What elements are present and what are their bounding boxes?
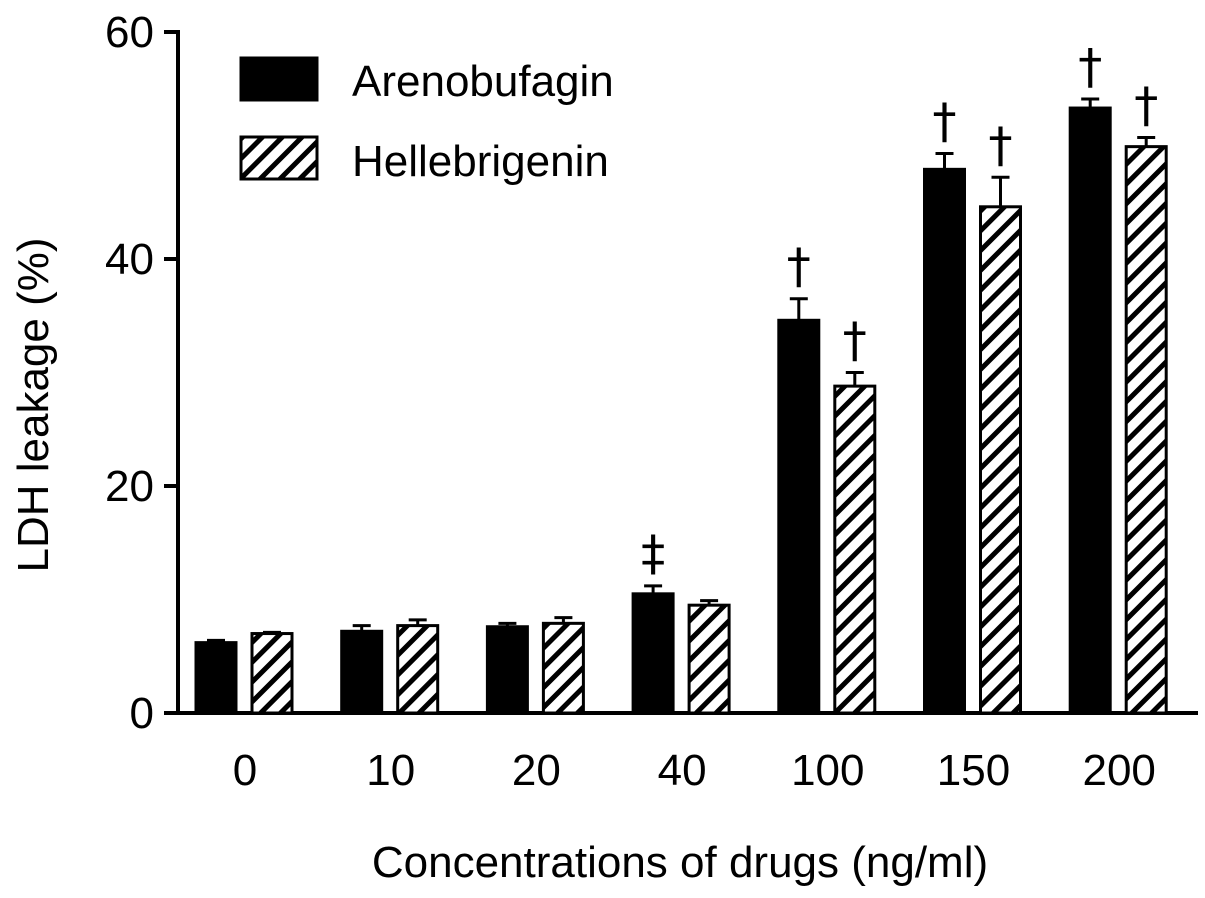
x-tick-label-200: 200 xyxy=(1082,746,1155,795)
significance-annotations: ‡ † † † † † † xyxy=(641,39,1158,582)
legend-swatch-arenobufagin xyxy=(239,56,319,102)
annotation-hellebrigenin-200: † xyxy=(1134,78,1158,134)
bar-hellebrigenin-200 xyxy=(1124,145,1168,715)
y-tick-label-60: 60 xyxy=(105,8,154,57)
x-tick-label-40: 40 xyxy=(658,746,707,795)
bar-hellebrigenin-40 xyxy=(687,603,731,715)
x-tick-label-20: 20 xyxy=(512,746,561,795)
x-axis: 0 10 20 40 100 150 200 xyxy=(176,711,1198,795)
legend: Arenobufagin Hellebrigenin xyxy=(239,56,614,186)
annotation-hellebrigenin-100: † xyxy=(843,313,867,369)
y-tick-label-40: 40 xyxy=(105,235,154,284)
bar-arenobufagin-200 xyxy=(1068,106,1112,715)
bar-arenobufagin-10 xyxy=(340,629,384,715)
x-tick-label-100: 100 xyxy=(791,746,864,795)
bar-arenobufagin-0 xyxy=(194,641,238,715)
bar-hellebrigenin-0 xyxy=(250,632,294,715)
legend-swatch-hellebrigenin xyxy=(239,135,319,181)
bar-hellebrigenin-150 xyxy=(979,205,1022,715)
annotation-arenobufagin-150: † xyxy=(933,93,957,149)
x-axis-title: Concentrations of drugs (ng/ml) xyxy=(372,838,988,887)
legend-label-arenobufagin: Arenobufagin xyxy=(352,57,614,106)
annotation-arenobufagin-100: † xyxy=(787,239,811,295)
y-tick-label-20: 20 xyxy=(105,462,154,511)
bars xyxy=(194,97,1168,715)
bar-arenobufagin-100 xyxy=(777,318,821,715)
bar-hellebrigenin-20 xyxy=(541,621,585,715)
bar-arenobufagin-40 xyxy=(631,592,675,715)
x-tick-label-0: 0 xyxy=(233,746,257,795)
bar-hellebrigenin-100 xyxy=(833,384,877,715)
bar-hellebrigenin-10 xyxy=(396,624,440,715)
legend-label-hellebrigenin: Hellebrigenin xyxy=(352,137,609,186)
y-axis-title: LDH leakage (%) xyxy=(9,237,58,572)
x-tick-label-150: 150 xyxy=(937,746,1010,795)
annotation-arenobufagin-200: † xyxy=(1078,39,1102,95)
bar-arenobufagin-150 xyxy=(923,167,966,715)
bar-arenobufagin-20 xyxy=(485,625,529,715)
y-axis: 0 20 40 60 xyxy=(105,8,180,738)
annotation-arenobufagin-40: ‡ xyxy=(641,526,665,582)
y-tick-label-0: 0 xyxy=(130,689,154,738)
annotation-hellebrigenin-150: † xyxy=(989,117,1013,173)
x-tick-label-10: 10 xyxy=(366,746,415,795)
